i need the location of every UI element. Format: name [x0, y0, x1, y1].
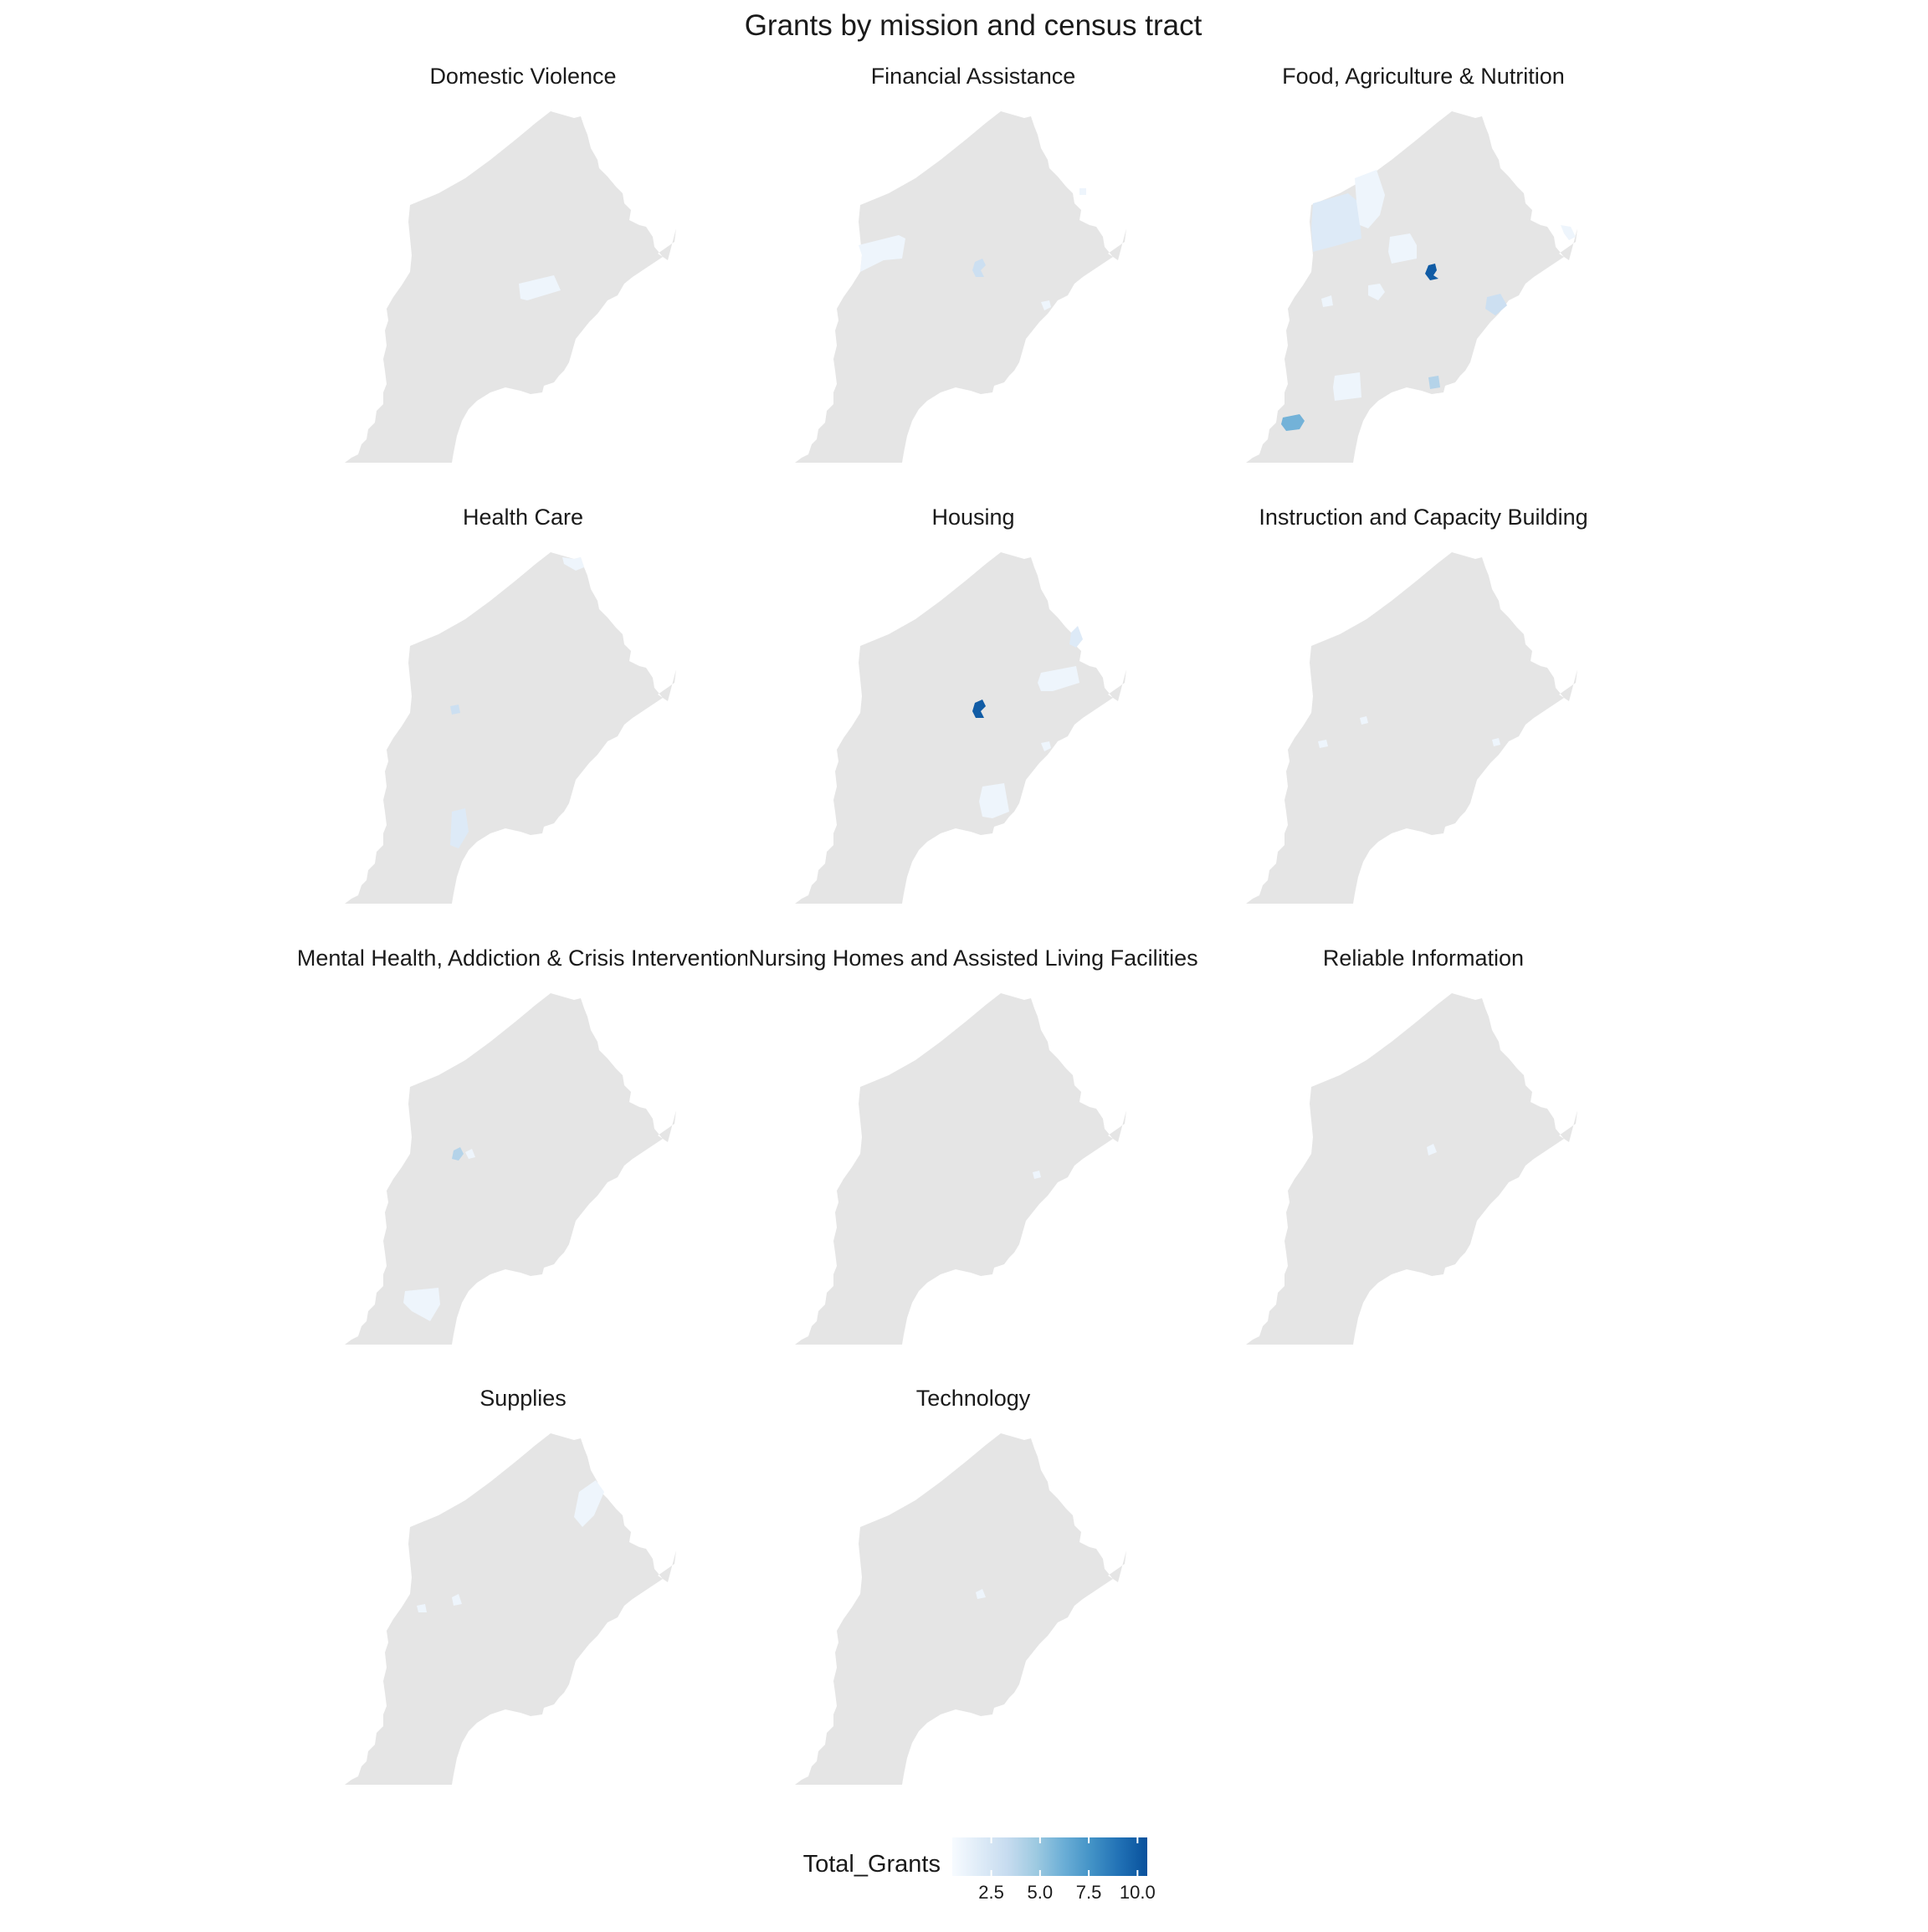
- tract-north-east-tract: [574, 1480, 604, 1527]
- tract-south-tract: [979, 783, 1009, 818]
- county-outline: [795, 993, 1126, 1345]
- facet-title: Mental Health, Addiction & Crisis Interv…: [297, 946, 749, 971]
- legend: Total_Grants 2.5 5.0 7.5 10.0: [803, 1837, 1156, 1903]
- county-map: [345, 552, 676, 904]
- county-outline: [345, 1433, 676, 1785]
- tract-east-tract: [1485, 294, 1507, 315]
- tract-far-east-tract: [1561, 225, 1576, 240]
- county-map: [795, 1433, 1126, 1785]
- county-outline: [795, 1433, 1126, 1785]
- facet-title: Supplies: [479, 1386, 567, 1411]
- tract-north-east-tract: [1069, 626, 1083, 648]
- tract-north-tract: [1355, 170, 1385, 228]
- tract-center-tract: [450, 705, 460, 715]
- facet-panel: Reliable Information: [1246, 946, 1577, 1345]
- tract-west-center-tract: [1318, 740, 1328, 748]
- legend-tick-label: 2.5: [978, 1882, 1004, 1903]
- legend-title: Total_Grants: [803, 1851, 941, 1878]
- tract-northeast-small-tract: [1079, 188, 1086, 195]
- facet-panel: Domestic Violence: [345, 64, 676, 463]
- tract-south-center-tract: [1333, 372, 1361, 401]
- county-map: [1246, 993, 1577, 1345]
- facet-panel: Food, Agriculture & Nutrition: [1246, 64, 1577, 463]
- tract-southwest-tract: [403, 1288, 440, 1321]
- tract-center-tract: [1360, 716, 1368, 725]
- tract-east-center-tract: [1033, 1171, 1041, 1179]
- tract-center-tract: [1427, 1144, 1437, 1156]
- tract-south-east-tract: [1428, 376, 1440, 389]
- county-map: [795, 552, 1126, 904]
- tract-west-center-tract: [1321, 295, 1333, 307]
- tract-center-tract: [452, 1594, 462, 1606]
- tract-west-center-tract: [417, 1604, 427, 1612]
- facet-title: Domestic Violence: [429, 64, 616, 89]
- facet-title: Health Care: [463, 505, 583, 530]
- county-outline: [345, 993, 676, 1345]
- tract-east-center-tract: [1492, 738, 1500, 746]
- tract-north-center-tract: [1388, 233, 1417, 264]
- facet-panels: Domestic Violence Financial Assistance Foo…: [297, 64, 1588, 1785]
- tract-north-edge-tract: [562, 557, 584, 571]
- facet-panel: Mental Health, Addiction & Crisis Interv…: [297, 946, 749, 1345]
- tract-east-center-tract: [1041, 741, 1051, 751]
- tract-north-west-tract: [1311, 193, 1361, 252]
- facet-title: Reliable Information: [1323, 946, 1524, 971]
- legend-tick-label: 10.0: [1120, 1882, 1156, 1903]
- tract-center-tract: [452, 1147, 464, 1161]
- facet-panel: Instruction and Capacity Building: [1246, 505, 1588, 904]
- tract-center-tract: [972, 259, 986, 277]
- legend-colorbar: [952, 1837, 1147, 1876]
- facet-panel: Health Care: [345, 505, 676, 904]
- facet-title: Nursing Homes and Assisted Living Facili…: [748, 946, 1197, 971]
- county-outline: [795, 552, 1126, 904]
- facet-title: Financial Assistance: [871, 64, 1076, 89]
- facet-panel: Nursing Homes and Assisted Living Facili…: [748, 946, 1197, 1345]
- legend-tick-label: 7.5: [1076, 1882, 1102, 1903]
- county-outline: [345, 552, 676, 904]
- tract-center-tract: [976, 1589, 986, 1599]
- facet-panel: Technology: [795, 1386, 1126, 1785]
- tract-center-small-tract: [1368, 284, 1385, 300]
- facet-panel: Supplies: [345, 1386, 676, 1785]
- county-outline: [1246, 552, 1577, 904]
- tract-center-east-tract: [1425, 264, 1438, 280]
- tract-center-east-tract: [465, 1149, 475, 1159]
- tract-east-center-tract: [1041, 300, 1051, 310]
- facet-panel: Financial Assistance: [795, 64, 1126, 463]
- county-map: [1246, 552, 1577, 904]
- tract-west-tract: [859, 235, 905, 272]
- facet-title: Food, Agriculture & Nutrition: [1282, 64, 1565, 89]
- county-map: [345, 111, 676, 463]
- tract-east-tract: [1038, 666, 1079, 691]
- legend-tick-label: 5.0: [1028, 1882, 1054, 1903]
- tract-south-tract: [450, 808, 469, 848]
- county-outline: [795, 111, 1126, 463]
- county-outline: [1246, 993, 1577, 1345]
- tract-central-east-tract: [519, 275, 561, 300]
- county-map: [795, 993, 1126, 1345]
- county-map: [345, 993, 676, 1345]
- facet-panel: Housing: [795, 505, 1126, 904]
- county-map: [1246, 111, 1577, 463]
- county-map: [795, 111, 1126, 463]
- facet-title: Instruction and Capacity Building: [1259, 505, 1587, 530]
- county-outline: [1246, 111, 1577, 463]
- county-outline: [345, 111, 676, 463]
- facet-title: Housing: [931, 505, 1014, 530]
- tract-southwest-tract: [1281, 414, 1305, 431]
- facet-title: Technology: [916, 1386, 1031, 1411]
- tract-center-tract: [972, 700, 986, 718]
- chart-title: Grants by mission and census tract: [745, 9, 1202, 42]
- county-map: [345, 1433, 676, 1785]
